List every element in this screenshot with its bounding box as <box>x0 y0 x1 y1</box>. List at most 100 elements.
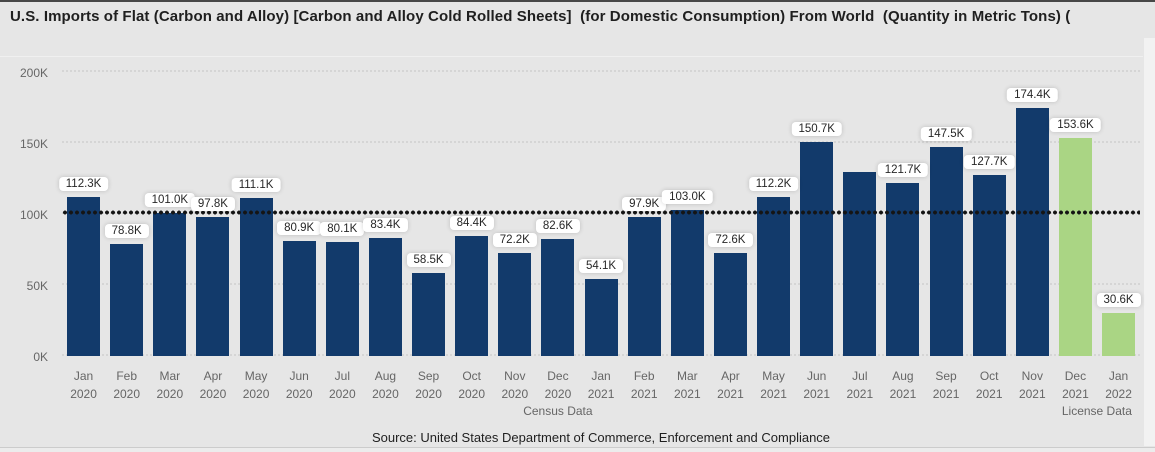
bar-jul-2020[interactable] <box>325 242 359 356</box>
bar-value-label-oct-2020: 84.4K <box>449 216 494 231</box>
x-tick-jul-2021: Jul 2021 <box>838 367 881 403</box>
x-tick-year-jul-2020: 2020 <box>328 387 356 401</box>
x-group-label-license-data: License Data <box>1061 404 1132 418</box>
gridline-200K <box>62 70 1140 72</box>
bar-aug-2020[interactable] <box>368 237 402 356</box>
bar-jul-2021[interactable] <box>843 171 877 356</box>
bar-dec-2020[interactable] <box>541 238 575 356</box>
x-tick-year-mar-2020: 2020 <box>156 387 184 401</box>
bar-value-label-feb-2020: 78.8K <box>104 224 149 239</box>
x-tick-jan-2020: Jan 2020 <box>62 367 105 403</box>
bar-cell-aug-2020: 83.4K <box>363 72 408 356</box>
x-tick-apr-2021: Apr 2021 <box>709 367 752 403</box>
x-tick-month-oct-2020: Oct <box>462 369 482 383</box>
x-tick-month-apr-2020: Apr <box>203 369 223 383</box>
x-tick-feb-2020: Feb 2020 <box>105 367 148 403</box>
x-tick-jun-2020: Jun 2020 <box>278 367 321 403</box>
bar-may-2020[interactable] <box>239 198 273 356</box>
bar-value-label-jan-2020: 112.3K <box>58 176 109 191</box>
bar-mar-2020[interactable] <box>153 212 187 356</box>
x-tick-month-jun-2020: Jun <box>289 369 309 383</box>
bar-nov-2020[interactable] <box>498 253 532 356</box>
bar-nov-2021[interactable] <box>1015 108 1049 356</box>
x-tick-month-aug-2020: Aug <box>374 369 397 383</box>
x-tick-year-oct-2020: 2020 <box>458 387 486 401</box>
visual-divider <box>0 56 1143 57</box>
plot-area: 112.3K 78.8K 101.0K 97.8K 111.1K 80.9K 80.1K 83… <box>58 70 1141 356</box>
bar-jan-2021[interactable] <box>584 279 618 356</box>
bar-value-label-jun-2020: 80.9K <box>277 221 322 236</box>
gridline-150K <box>62 141 1140 143</box>
x-tick-month-dec-2021: Dec <box>1064 369 1087 383</box>
x-tick-month-apr-2021: Apr <box>721 369 740 383</box>
bar-dec-2021[interactable] <box>1058 137 1092 356</box>
x-tick-year-jun-2020: 2020 <box>285 387 313 401</box>
bar-feb-2020[interactable] <box>110 244 144 356</box>
bar-value-label-jan-2022: 30.6K <box>1096 292 1141 307</box>
bar-cell-nov-2020: 72.2K <box>492 72 537 356</box>
x-tick-year-apr-2020: 2020 <box>199 387 227 401</box>
horizontal-scrollbar-track[interactable] <box>0 447 1155 452</box>
bar-cell-may-2021: 112.2K <box>748 72 799 356</box>
x-tick-apr-2020: Apr 2020 <box>191 367 234 403</box>
y-tick-100K: 100K <box>19 208 48 222</box>
x-tick-year-mar-2021: 2021 <box>673 387 701 401</box>
bar-value-label-nov-2021: 174.4K <box>1007 88 1058 103</box>
bar-cell-may-2020: 111.1K <box>231 72 281 356</box>
bar-jan-2020[interactable] <box>67 196 101 356</box>
x-tick-year-dec-2020: 2020 <box>544 387 572 401</box>
chart-title: U.S. Imports of Flat (Carbon and Alloy) … <box>10 8 1071 25</box>
bar-jun-2021[interactable] <box>800 142 834 356</box>
x-tick-month-feb-2021: Feb <box>633 369 655 383</box>
bar-may-2021[interactable] <box>757 196 791 356</box>
bar-value-label-apr-2021: 72.6K <box>708 232 753 247</box>
bar-value-label-oct-2021: 127.7K <box>963 154 1015 169</box>
x-tick-year-may-2021: 2021 <box>760 387 787 401</box>
x-tick-dec-2020: Dec 2020 <box>536 367 579 403</box>
x-tick-month-jan-2020: Jan <box>73 369 94 383</box>
bar-aug-2021[interactable] <box>886 183 920 356</box>
bar-cell-mar-2021: 103.0K <box>662 72 713 356</box>
right-panel-edge <box>1144 38 1155 446</box>
bar-value-label-jan-2021: 54.1K <box>579 259 624 274</box>
source-note: Source: United States Department of Comm… <box>371 430 831 445</box>
y-tick-0K: 0K <box>33 350 48 364</box>
x-tick-may-2020: May 2020 <box>235 367 278 403</box>
bar-oct-2020[interactable] <box>455 236 489 356</box>
bar-cell-sep-2021: 147.5K <box>920 72 972 356</box>
bar-value-label-apr-2020: 97.8K <box>190 197 235 212</box>
x-tick-year-feb-2021: 2021 <box>630 387 658 401</box>
x-tick-oct-2021: Oct 2021 <box>968 367 1011 403</box>
bar-mar-2021[interactable] <box>670 209 704 356</box>
bar-feb-2021[interactable] <box>627 216 661 356</box>
bar-apr-2021[interactable] <box>713 252 747 356</box>
x-tick-year-apr-2021: 2021 <box>717 387 744 401</box>
y-tick-50K: 50K <box>26 279 48 293</box>
bar-cell-jul-2021 <box>838 72 881 356</box>
bar-oct-2021[interactable] <box>972 174 1006 356</box>
bar-sep-2021[interactable] <box>929 146 963 356</box>
x-tick-year-dec-2021: 2021 <box>1062 387 1089 401</box>
x-tick-aug-2021: Aug 2021 <box>881 367 924 403</box>
x-tick-month-may-2021: May <box>762 369 785 383</box>
x-tick-year-jan-2022: 2022 <box>1105 387 1132 401</box>
bar-cell-jul-2020: 80.1K <box>320 72 365 356</box>
bar-cell-jan-2021: 54.1K <box>579 72 624 356</box>
bar-value-label-feb-2021: 97.9K <box>622 196 667 211</box>
x-tick-month-jul-2021: Jul <box>852 369 868 383</box>
x-tick-month-jun-2021: Jun <box>807 369 827 383</box>
x-tick-aug-2020: Aug 2020 <box>364 367 407 403</box>
bar-apr-2020[interactable] <box>196 217 230 356</box>
top-border <box>0 0 1155 2</box>
x-axis-group-labels: Census Data License Data <box>62 404 1140 420</box>
x-tick-jul-2020: Jul 2020 <box>321 367 364 403</box>
bar-jun-2020[interactable] <box>282 241 316 356</box>
x-tick-month-jan-2022: Jan <box>1108 369 1129 383</box>
bar-jan-2022[interactable] <box>1102 312 1136 356</box>
x-tick-feb-2021: Feb 2021 <box>623 367 666 403</box>
bar-value-label-sep-2020: 58.5K <box>406 252 451 267</box>
x-tick-month-nov-2021: Nov <box>1021 369 1043 383</box>
bar-sep-2020[interactable] <box>412 272 446 356</box>
x-tick-oct-2020: Oct 2020 <box>450 367 493 403</box>
x-tick-year-oct-2021: 2021 <box>975 387 1003 401</box>
